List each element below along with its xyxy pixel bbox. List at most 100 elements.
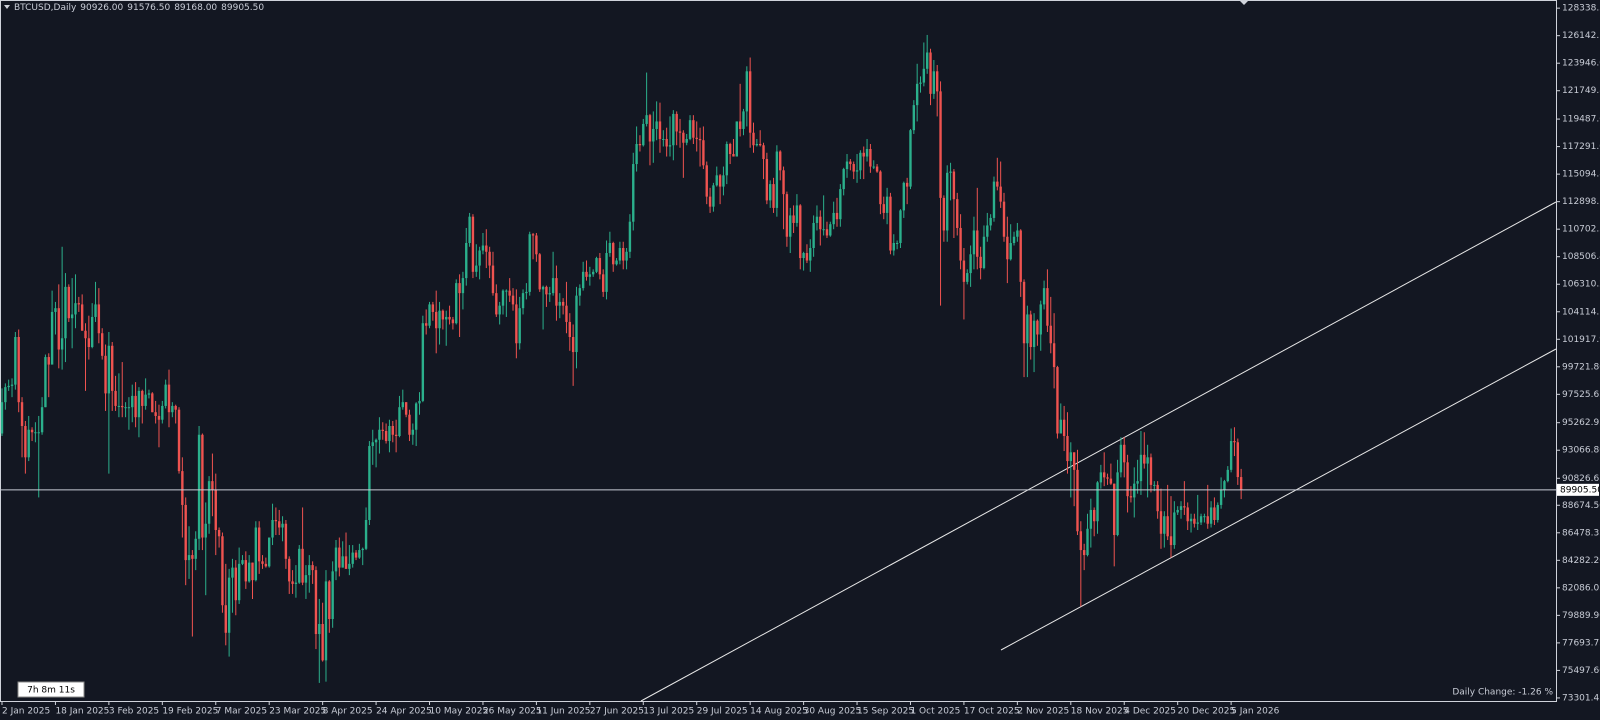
candle-body	[728, 143, 732, 155]
candle-body	[37, 432, 40, 434]
y-tick-label: 115094.85	[1562, 170, 1600, 180]
candle-body	[278, 521, 281, 528]
candle-body	[541, 286, 545, 290]
candle-body	[812, 222, 815, 249]
candle-body	[889, 196, 892, 251]
candle-body	[545, 286, 548, 295]
candle-body	[635, 143, 638, 165]
candle-body	[819, 216, 822, 230]
candle-body	[448, 316, 451, 320]
y-tick-label: 119487.65	[1562, 115, 1600, 125]
candle-body	[418, 400, 421, 404]
candle-body	[351, 552, 354, 564]
y-tick-label: 101917.95	[1562, 335, 1600, 345]
candle-body	[521, 293, 525, 309]
candle-body	[632, 164, 635, 222]
candle-body	[902, 182, 905, 211]
candle-body	[217, 530, 221, 537]
candle-body	[244, 560, 248, 582]
candle-body	[515, 304, 518, 344]
candle-body	[705, 165, 708, 197]
header-value: 91576.50	[127, 3, 170, 13]
candle-body	[74, 303, 77, 315]
candle-body	[401, 402, 404, 408]
candle-body	[271, 519, 274, 538]
candle-body	[912, 105, 916, 131]
price-label-box	[1557, 483, 1599, 496]
candle-body	[882, 204, 885, 213]
candle-body	[1036, 320, 1039, 335]
y-tick-label: 77693.75	[1562, 638, 1600, 648]
trend-line-upper	[640, 201, 1557, 702]
candle-body	[789, 215, 792, 237]
candle-body	[581, 271, 585, 289]
menu-arrow[interactable]	[4, 5, 10, 9]
candle-body	[655, 121, 658, 129]
candle-body	[785, 194, 789, 237]
x-tick-label: 23 Mar 2025	[269, 707, 326, 717]
candle-body	[892, 243, 895, 251]
candle-body	[94, 304, 97, 317]
candle-body	[301, 548, 304, 583]
candle-body	[1009, 243, 1012, 260]
candle-body	[678, 131, 682, 133]
candle-body	[114, 390, 117, 406]
candle-body	[802, 253, 805, 259]
candle-body	[1183, 506, 1186, 508]
candle-body	[852, 164, 855, 172]
symbol: BTCUSD,Daily	[14, 3, 77, 13]
candle-body	[702, 140, 705, 166]
candle-body	[1163, 516, 1166, 534]
candle-body	[568, 321, 571, 338]
candle-body	[424, 323, 428, 326]
candle-body	[154, 412, 157, 416]
candle-body	[919, 82, 922, 84]
candle-body	[1019, 230, 1022, 282]
candle-body	[551, 278, 555, 294]
candle-body	[54, 308, 57, 312]
candle-body	[60, 338, 64, 350]
candle-body	[805, 253, 809, 261]
candle-body	[57, 308, 60, 350]
candle-body	[528, 234, 531, 292]
candle-body	[1046, 288, 1049, 326]
candle-body	[698, 138, 702, 141]
candle-body	[131, 395, 134, 408]
candle-body	[465, 243, 468, 279]
candle-body	[141, 390, 144, 406]
candle-body	[201, 434, 204, 538]
header-value: 89168.00	[174, 3, 217, 13]
candle-body	[939, 91, 942, 198]
candle-body	[368, 446, 371, 520]
candle-body	[915, 83, 919, 106]
candle-body	[598, 258, 602, 275]
candle-body	[498, 305, 501, 315]
candle-body	[27, 429, 30, 458]
candle-body	[488, 251, 491, 266]
candle-body	[722, 175, 725, 187]
candle-body	[204, 523, 207, 538]
candle-body	[618, 248, 622, 261]
candle-body	[942, 197, 946, 231]
candle-body	[361, 548, 364, 551]
candle-body	[1089, 509, 1093, 529]
candle-body	[321, 624, 324, 661]
candle-body	[1022, 281, 1026, 344]
candle-body	[171, 405, 174, 413]
candle-body	[946, 172, 949, 231]
candle-body	[137, 390, 141, 418]
candle-body	[1216, 504, 1219, 520]
candle-body	[164, 384, 167, 406]
x-tick-label: 17 Oct 2025	[964, 707, 1020, 717]
y-tick-label: 104114.10	[1562, 307, 1600, 317]
candle-body	[1226, 469, 1229, 482]
candle-body	[875, 166, 879, 172]
candle-body	[241, 560, 244, 564]
candle-body	[1052, 343, 1056, 368]
candle-body	[1082, 550, 1086, 556]
candle-body	[859, 152, 862, 171]
y-tick-label: 121749.85	[1562, 86, 1600, 96]
candle-body	[251, 562, 254, 581]
x-tick-label: 5 Jan 2026	[1231, 707, 1279, 717]
